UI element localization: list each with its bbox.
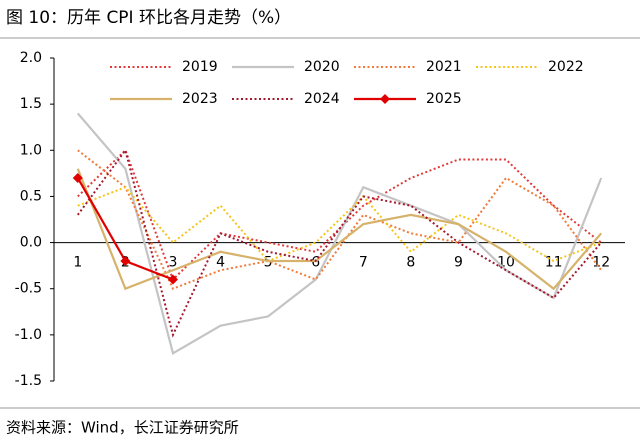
x-tick-label: 12 xyxy=(592,255,610,271)
x-tick-label: 1 xyxy=(73,255,82,271)
marker xyxy=(120,256,131,267)
legend-label: 2024 xyxy=(304,91,340,107)
legend-label: 2025 xyxy=(426,91,462,107)
y-tick-label: 2.0 xyxy=(20,50,42,66)
series-line xyxy=(76,168,603,291)
marker xyxy=(72,172,83,183)
x-tick-label: 3 xyxy=(168,255,177,271)
series-line xyxy=(77,148,602,282)
legend-label: 2020 xyxy=(304,59,340,75)
y-tick-label: 1.5 xyxy=(20,96,42,112)
series-line xyxy=(77,186,602,263)
series-line xyxy=(76,112,603,355)
y-tick-label: 0.0 xyxy=(20,235,42,251)
legend-label: 2022 xyxy=(548,59,584,75)
y-tick-label: -1.0 xyxy=(15,327,42,343)
legend-label: 2023 xyxy=(182,91,218,107)
y-tick-label: 1.0 xyxy=(20,142,42,158)
legend-label: 2019 xyxy=(182,59,218,75)
x-tick-label: 11 xyxy=(545,255,563,271)
x-tick-label: 7 xyxy=(359,255,368,271)
x-tick-label: 5 xyxy=(264,255,273,271)
y-tick-label: 0.5 xyxy=(20,188,42,204)
legend-marker xyxy=(380,94,390,104)
x-tick-label: 4 xyxy=(216,255,225,271)
source: 资料来源：Wind，长江证券研究所 xyxy=(6,419,239,437)
y-tick-label: -0.5 xyxy=(15,281,42,297)
legend-label: 2021 xyxy=(426,59,462,75)
chart-title: 图 10：历年 CPI 环比各月走势（%） xyxy=(6,8,291,28)
x-tick-label: 6 xyxy=(311,255,320,271)
marker xyxy=(167,274,178,285)
x-tick-label: 8 xyxy=(406,255,415,271)
x-tick-label: 9 xyxy=(454,255,463,271)
series-line xyxy=(77,149,603,290)
y-tick-label: -1.5 xyxy=(15,373,42,389)
series-line xyxy=(76,147,602,338)
